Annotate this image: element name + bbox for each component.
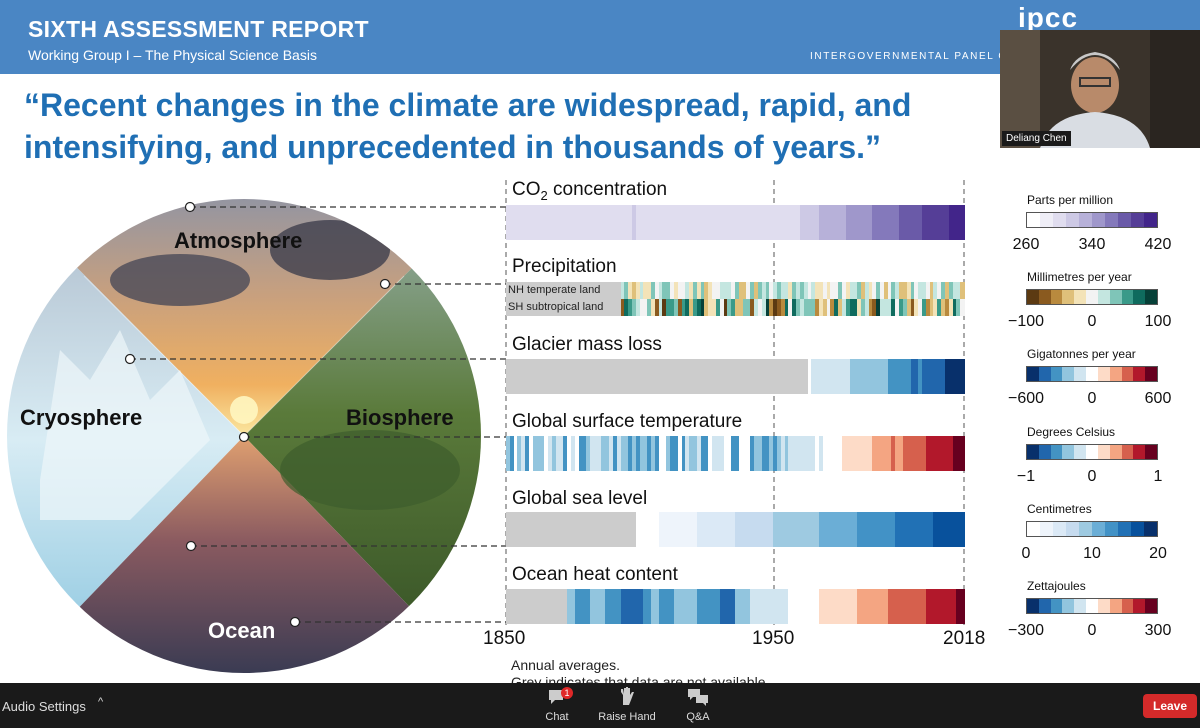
legend-title: Millimetres per year	[1027, 270, 1132, 284]
chat-label: Chat	[545, 711, 569, 723]
ocean-heat-title: Ocean heat content	[512, 564, 678, 585]
ipcc-logo: ipcc	[1018, 2, 1079, 33]
legend-tick-label: 300	[1144, 622, 1172, 639]
legend-colorbar	[1026, 289, 1158, 305]
legend-tick-label: −1	[1016, 468, 1036, 485]
legend-tick-label: 0	[1087, 468, 1097, 485]
legend-colorbar	[1026, 444, 1158, 460]
sea-level-title: Global sea level	[512, 488, 648, 509]
spheres-illustration	[7, 180, 965, 673]
legend-title: Degrees Celsius	[1027, 425, 1116, 439]
year-end: 2018	[943, 628, 986, 649]
surface-temp-title: Global surface temperature	[512, 411, 743, 432]
year-start: 1850	[483, 628, 526, 649]
ocean-label: Ocean	[208, 618, 276, 643]
slide-subtitle: Working Group I – The Physical Science B…	[28, 47, 317, 63]
chevron-up-icon[interactable]: ^	[98, 696, 104, 708]
ocean-heat-stripes	[506, 589, 965, 624]
glacier-title: Glacier mass loss	[512, 334, 662, 355]
legend-tick-label: 420	[1144, 236, 1172, 253]
precip-nh-label: NH temperate land	[508, 284, 601, 296]
chat-badge: 1	[561, 687, 573, 699]
qa-icon	[688, 689, 708, 706]
note-annual: Annual averages.	[511, 657, 620, 673]
year-mid: 1950	[752, 628, 795, 649]
raise-hand-button[interactable]: Raise Hand	[597, 687, 657, 723]
legend-tick-label: 10	[1083, 545, 1101, 562]
chat-icon	[549, 690, 563, 704]
participant-image	[1000, 30, 1200, 148]
legend-tick-label: 100	[1144, 313, 1172, 330]
biosphere-label: Biosphere	[346, 405, 454, 430]
legend-colorbar	[1026, 521, 1158, 537]
legend-tick-label: 0	[1087, 622, 1097, 639]
legend-title: Parts per million	[1027, 193, 1114, 207]
legend-tick-label: 0	[1087, 390, 1097, 407]
precip-nh-stripes	[506, 282, 965, 299]
legend-colorbar	[1026, 598, 1158, 614]
legend-tick-label: 0	[1087, 313, 1097, 330]
qa-label: Q&A	[686, 711, 710, 723]
audio-settings-button[interactable]: Audio Settings	[2, 699, 86, 714]
cryosphere-label: Cryosphere	[20, 405, 143, 430]
connector-lines	[130, 206, 506, 623]
legend-tick-label: 600	[1144, 390, 1172, 407]
legend-tick-label: 1	[1153, 468, 1163, 485]
precipitation-title: Precipitation	[512, 256, 617, 277]
legend-title: Gigatonnes per year	[1027, 347, 1136, 361]
slide-title: SIXTH ASSESSMENT REPORT	[28, 16, 369, 42]
legend-tick-label: 0	[1021, 545, 1031, 562]
chat-button[interactable]: 1 Chat	[527, 687, 587, 723]
atmosphere-label: Atmosphere	[174, 228, 303, 253]
legend-tick-label: 20	[1149, 545, 1167, 562]
surface-temp-stripes	[506, 436, 965, 471]
legend-tick-label: 260	[1012, 236, 1040, 253]
precip-sh-label: SH subtropical land	[508, 301, 604, 313]
legend-tick-label: −300	[1007, 622, 1045, 639]
connector-dots	[124, 201, 391, 628]
leave-button[interactable]: Leave	[1143, 694, 1197, 718]
legend-tick-label: −100	[1007, 313, 1045, 330]
glacier-stripes	[506, 359, 965, 394]
sea-level-stripes	[506, 512, 965, 547]
year-guides	[505, 180, 965, 625]
headline-quote: “Recent changes in the climate are wides…	[24, 87, 912, 165]
raise-hand-label: Raise Hand	[598, 711, 656, 723]
qa-button[interactable]: Q&A	[668, 687, 728, 723]
co2-title: CO2 concentration	[512, 179, 668, 203]
legend-tick-label: 340	[1078, 236, 1106, 253]
participant-video[interactable]: Deliang Chen	[1000, 30, 1200, 148]
legend-colorbar	[1026, 366, 1158, 382]
precip-sh-stripes	[506, 299, 965, 316]
legend-title: Centimetres	[1027, 502, 1092, 516]
legend-tick-label: −600	[1007, 390, 1045, 407]
org-name: INTERGOVERNMENTAL PANEL ON cli	[810, 51, 1036, 62]
co2-stripes	[506, 205, 965, 240]
legend-title: Zettajoules	[1027, 579, 1086, 593]
meeting-toolbar: Audio Settings ^ 1 Chat Raise Hand Q&A	[0, 683, 1200, 728]
participant-name: Deliang Chen	[1002, 131, 1071, 146]
legend-colorbar	[1026, 212, 1158, 228]
hand-icon	[621, 687, 634, 705]
